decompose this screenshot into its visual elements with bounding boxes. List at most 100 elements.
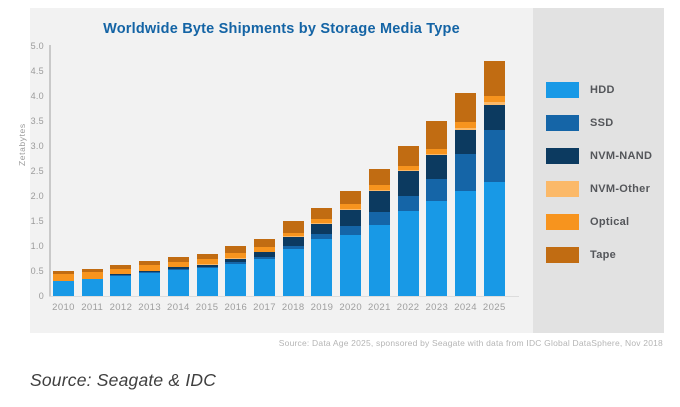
x-tick-2021: 2021 xyxy=(368,302,391,313)
bar-segment-hdd-2010 xyxy=(53,281,74,296)
bar-segment-ssd-2025 xyxy=(483,129,505,182)
bar-segment-optical-2019 xyxy=(311,219,333,223)
bar-segment-ssd-2019 xyxy=(311,233,333,239)
bar-segment-nvm-nand-2010 xyxy=(53,280,74,281)
bar-segment-tape-2013 xyxy=(139,261,161,265)
x-tick-2017: 2017 xyxy=(253,302,276,313)
bar-2020: 2020 xyxy=(339,46,362,313)
y-axis-line xyxy=(49,45,51,297)
bar-segment-nvm-nand-2013 xyxy=(139,270,161,272)
bar-2019: 2019 xyxy=(311,46,333,313)
bar-segment-nvm-other-2024 xyxy=(455,128,477,130)
x-axis-line xyxy=(49,296,519,297)
bar-segment-optical-2021 xyxy=(368,184,390,190)
legend-swatch-optical xyxy=(546,214,579,230)
legend-swatch-nvm-other xyxy=(546,181,579,197)
bar-segment-nvm-nand-2012 xyxy=(110,274,132,275)
x-tick-2019: 2019 xyxy=(310,302,334,313)
y-tick-2.0: 2.0 xyxy=(30,191,44,201)
bar-segment-ssd-2017 xyxy=(254,257,276,259)
bar-segment-optical-2014 xyxy=(167,261,189,267)
legend-swatch-hdd xyxy=(546,82,579,98)
bar-segment-ssd-2014 xyxy=(167,269,189,270)
bar-2011: 2011 xyxy=(81,46,103,313)
bar-segment-ssd-2015 xyxy=(196,267,218,268)
legend: HDD SSD NVM-NAND NVM-Other Optical Tape xyxy=(546,82,652,263)
bar-segment-nvm-nand-2025 xyxy=(483,104,505,130)
x-tick-2025: 2025 xyxy=(482,302,506,313)
bar-segment-nvm-nand-2011 xyxy=(81,278,103,279)
legend-item-ssd: SSD xyxy=(546,115,652,131)
bar-2017: 2017 xyxy=(253,46,276,313)
x-tick-2011: 2011 xyxy=(81,302,104,313)
y-tick-1.0: 1.0 xyxy=(30,241,44,251)
bar-segment-hdd-2023 xyxy=(426,201,448,296)
bar-segment-nvm-other-2018 xyxy=(282,236,304,237)
bar-segment-ssd-2012 xyxy=(110,275,132,276)
x-tick-2024: 2024 xyxy=(454,302,477,313)
page-source-caption: Source: Seagate & IDC xyxy=(30,370,217,390)
bar-segment-nvm-nand-2023 xyxy=(426,154,448,179)
bar-segment-nvm-nand-2021 xyxy=(368,190,390,212)
bar-segment-tape-2022 xyxy=(397,146,419,166)
bar-2025: 2025 xyxy=(483,46,505,313)
y-tick-5.0: 5.0 xyxy=(30,41,44,51)
bar-segment-hdd-2021 xyxy=(368,224,390,296)
bar-segment-optical-2012 xyxy=(110,268,132,274)
bar-segment-nvm-other-2020 xyxy=(340,209,362,210)
bar-segment-ssd-2021 xyxy=(368,212,390,225)
bar-segment-nvm-nand-2017 xyxy=(254,252,276,257)
bar-segment-optical-2020 xyxy=(340,204,362,209)
bar-2018: 2018 xyxy=(282,46,304,313)
bar-segment-hdd-2011 xyxy=(81,279,103,296)
chart-panel: Worldwide Byte Shipments by Storage Medi… xyxy=(17,8,533,333)
bar-2022: 2022 xyxy=(397,46,419,313)
bar-segment-nvm-other-2022 xyxy=(397,170,419,171)
legend-item-nvm-other: NVM-Other xyxy=(546,181,652,197)
bar-segment-optical-2024 xyxy=(455,121,477,128)
chart-title: Worldwide Byte Shipments by Storage Medi… xyxy=(103,21,460,37)
bar-2012: 2012 xyxy=(110,46,132,313)
bar-segment-hdd-2020 xyxy=(340,234,362,296)
bar-segment-nvm-other-2017 xyxy=(254,251,276,252)
bar-segment-optical-2010 xyxy=(53,274,74,281)
bar-segment-optical-2022 xyxy=(397,166,419,170)
bar-segment-nvm-other-2019 xyxy=(311,222,333,224)
bar-segment-tape-2012 xyxy=(110,265,132,269)
bar-segment-optical-2025 xyxy=(483,96,505,102)
legend-item-hdd: HDD xyxy=(546,82,652,98)
bar-segment-hdd-2017 xyxy=(254,259,276,296)
bar-2014: 2014 xyxy=(167,46,189,313)
bar-segment-tape-2020 xyxy=(340,190,362,204)
legend-label-nvm-other: NVM-Other xyxy=(590,183,651,195)
bar-segment-hdd-2022 xyxy=(397,211,419,296)
bar-2010: 2010 xyxy=(52,46,74,313)
bar-segment-ssd-2020 xyxy=(340,226,362,235)
bar-segment-nvm-nand-2018 xyxy=(282,237,304,246)
x-tick-2020: 2020 xyxy=(339,302,363,313)
bar-segment-ssd-2024 xyxy=(455,153,477,191)
bar-segment-tape-2018 xyxy=(282,221,304,233)
bar-segment-tape-2015 xyxy=(196,253,218,259)
bar-segment-nvm-nand-2016 xyxy=(225,258,247,262)
bar-segment-tape-2024 xyxy=(455,92,477,122)
bar-segment-ssd-2016 xyxy=(225,262,247,264)
bar-segment-hdd-2014 xyxy=(167,270,189,296)
bar-segment-ssd-2018 xyxy=(282,246,304,249)
x-tick-2015: 2015 xyxy=(195,302,219,313)
bar-segment-ssd-2023 xyxy=(426,178,448,201)
bar-segment-optical-2017 xyxy=(254,247,276,252)
y-tick-0.5: 0.5 xyxy=(30,266,44,276)
bar-segment-optical-2018 xyxy=(282,232,304,236)
x-tick-2022: 2022 xyxy=(396,302,420,313)
bar-2013: 2013 xyxy=(138,46,161,313)
legend-swatch-tape xyxy=(546,247,579,263)
bar-segment-nvm-nand-2019 xyxy=(311,223,333,234)
bar-segment-optical-2011 xyxy=(81,272,103,279)
bar-segment-nvm-nand-2014 xyxy=(167,267,189,269)
x-tick-2012: 2012 xyxy=(109,302,133,313)
bar-segment-tape-2019 xyxy=(311,207,333,219)
bar-2015: 2015 xyxy=(196,46,218,313)
x-tick-2010: 2010 xyxy=(52,302,75,313)
y-tick-0: 0 xyxy=(38,291,44,301)
